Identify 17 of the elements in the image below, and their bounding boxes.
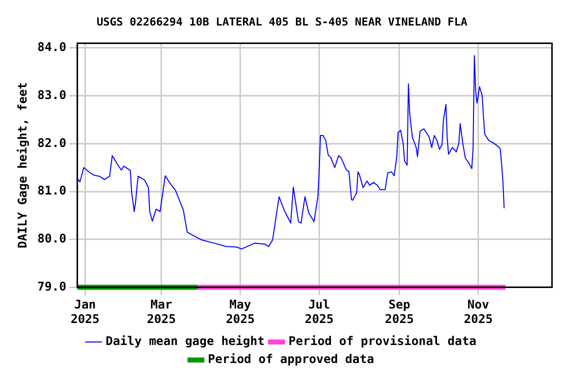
- x-tick-label: Sep 2025: [384, 298, 414, 326]
- y-tick-label: 82.0: [37, 136, 66, 150]
- x-tick-label: Jan 2025: [70, 298, 100, 326]
- y-axis-title: DAILY Gage height, feet: [15, 82, 30, 248]
- legend-label: Period of provisional data: [288, 334, 476, 348]
- y-tick-label: 80.0: [37, 231, 66, 246]
- legend-label: Daily mean gage height: [106, 334, 265, 348]
- y-tick-label: 79.0: [37, 279, 66, 294]
- x-tick-label: May 2025: [226, 298, 255, 326]
- x-tick-label: Jul 2025: [304, 298, 334, 326]
- chart-title: USGS 02266294 10B LATERAL 405 BL S-405 NEAR VINELAND FLA: [96, 15, 468, 28]
- x-tick-label: Mar 2025: [146, 298, 176, 326]
- y-tick-label: 81.0: [37, 184, 66, 198]
- legend-label: Period of approved data: [208, 352, 374, 366]
- x-tick-label: Nov 2025: [464, 298, 493, 326]
- y-tick-label: 83.0: [37, 88, 66, 102]
- y-tick-label: 84.0: [37, 40, 66, 54]
